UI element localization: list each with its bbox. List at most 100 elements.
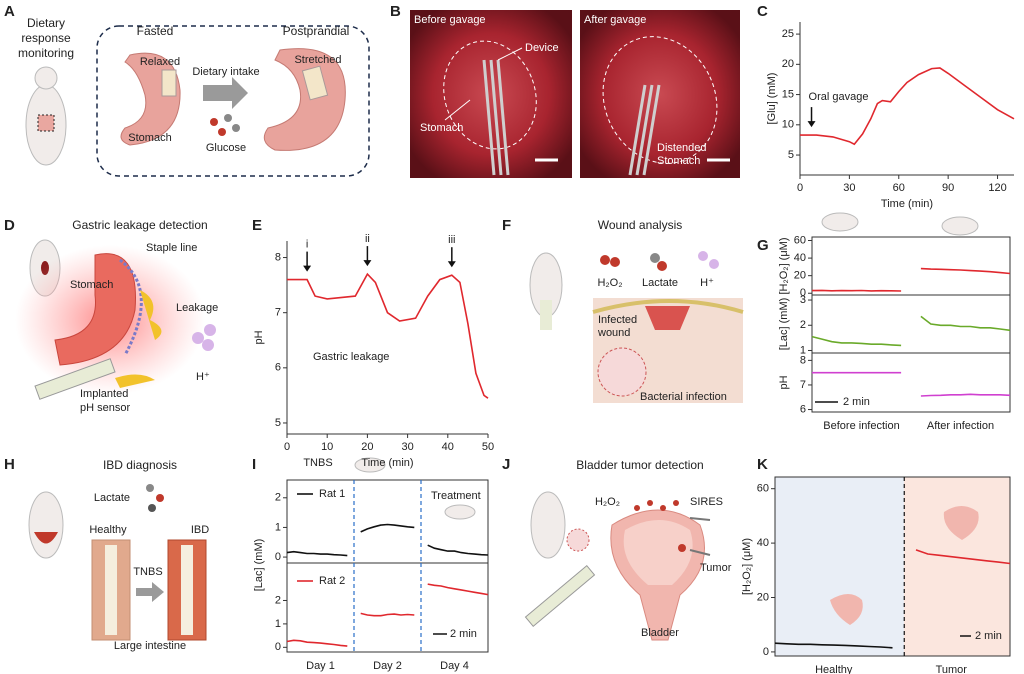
title: Gastric leakage detection: [72, 218, 207, 232]
leakage: [140, 290, 162, 340]
annotation-arrowhead: [303, 265, 312, 272]
y-tick-label: 25: [782, 28, 794, 40]
label: After gavage: [584, 14, 646, 26]
data-line: [287, 272, 489, 399]
healthy-bg: [775, 477, 904, 656]
annotation-arrowhead: [447, 261, 456, 268]
y-tick-label: 15: [782, 88, 794, 100]
y-tick-label: 6: [275, 362, 281, 374]
x-tick-label: 40: [442, 441, 454, 453]
y-tick-label: 1: [275, 618, 281, 630]
panel-d: Gastric leakage detection Staple line St…: [15, 218, 218, 414]
stomach: [263, 48, 346, 151]
x-group-label: Day 1: [306, 660, 335, 672]
y-tick-label: 60: [794, 234, 806, 246]
data-line: [774, 642, 893, 649]
y-tick-label: 0: [763, 646, 769, 658]
lactate-molecule: [146, 484, 164, 512]
skin-top: [592, 299, 744, 314]
label: Lactate: [642, 277, 678, 289]
panel-letter: G: [757, 237, 769, 254]
y-tick-label: 6: [800, 403, 806, 415]
x-tick-label: 30: [401, 441, 413, 453]
annotation-arrowhead: [807, 121, 816, 128]
plot-frame: [811, 294, 1011, 354]
panel-f: Wound analysis H₂O₂ Lactate H⁺ Infected …: [529, 218, 744, 403]
label: H⁺: [700, 277, 714, 289]
y-tick-label: 7: [275, 307, 281, 319]
y-tick-label: 0: [275, 641, 281, 653]
y-tick-label: 1: [800, 344, 806, 356]
pointer: [689, 517, 711, 521]
pointer: [444, 99, 471, 121]
label: Infected: [598, 314, 637, 326]
wound: [645, 306, 690, 330]
panel-letter: A: [4, 3, 15, 20]
label: Bladder: [641, 627, 679, 639]
panel-letter: C: [757, 3, 768, 20]
x-tick-label: 30: [843, 182, 855, 194]
mouse-icon: [444, 504, 476, 520]
sensor: [181, 545, 193, 635]
sensor: [34, 358, 116, 400]
mouse: [28, 491, 64, 559]
y-tick-label: 20: [757, 591, 769, 603]
title-line: monitoring: [18, 46, 74, 60]
y-axis-label: pH: [778, 375, 790, 389]
y-tick-label: 0: [275, 551, 281, 563]
annotation-arrowhead: [363, 260, 372, 267]
pointer: [497, 47, 523, 61]
tumor: [678, 544, 686, 552]
note: TNBS: [303, 457, 332, 469]
x-tick-label: 0: [797, 182, 803, 194]
plot-frame: [811, 352, 1011, 413]
ion: [192, 332, 204, 344]
mouse-icon: [821, 212, 859, 232]
panel-letter: F: [502, 217, 511, 234]
label: Postprandial: [283, 24, 350, 38]
annotation-label: i: [306, 239, 308, 251]
molecules: [634, 500, 679, 511]
staple-line: [119, 258, 143, 356]
y-axis-label: [H₂O₂] (μM): [741, 538, 753, 595]
bacteria-zoom: [597, 347, 647, 397]
panel-j: Bladder tumor detection H₂O₂ SIRES Tumor…: [524, 458, 732, 641]
x-group-label: Before infection: [823, 420, 899, 432]
title: Bladder tumor detection: [576, 458, 703, 472]
x-tick-label: 90: [942, 182, 954, 194]
pointer: [689, 549, 711, 556]
label: Stomach: [70, 279, 113, 291]
y-tick-label: 60: [757, 483, 769, 495]
y-tick-label: 0: [800, 287, 806, 299]
bladder-icon: [943, 506, 979, 540]
y-tick-label: 8: [800, 354, 806, 366]
panel-letter: K: [757, 456, 768, 473]
x-axis-label: Time (min): [361, 457, 413, 469]
annotation-label: Oral gavage: [809, 91, 869, 103]
mouse: [530, 491, 566, 559]
panel-a: Dietary response monitoring Fasted Postp…: [18, 16, 370, 177]
panel-letter: J: [502, 456, 510, 473]
label: H₂O₂: [597, 277, 622, 289]
x-tick-label: 120: [988, 182, 1006, 194]
outline: [602, 36, 718, 164]
x-group-label: Day 4: [440, 660, 469, 672]
label: SIRES: [690, 496, 723, 508]
label: Bacterial infection: [640, 391, 727, 403]
data-line: [915, 549, 1011, 565]
label: Fasted: [137, 24, 174, 38]
label: Leakage: [176, 302, 218, 314]
ion: [204, 324, 216, 336]
y-tick-label: 20: [782, 58, 794, 70]
legend-label: Rat 1: [319, 488, 345, 500]
note: 2 min: [843, 396, 870, 408]
x-group-label: Tumor: [936, 664, 968, 674]
molecules: [600, 251, 719, 271]
outline: [443, 40, 537, 150]
label: Stomach: [420, 122, 463, 134]
bladder-icon: [830, 594, 863, 625]
data-line: [286, 523, 489, 557]
note: Gastric leakage: [313, 351, 389, 363]
x-group-label: Day 2: [373, 660, 402, 672]
x-axis-label: Time (min): [881, 198, 933, 210]
